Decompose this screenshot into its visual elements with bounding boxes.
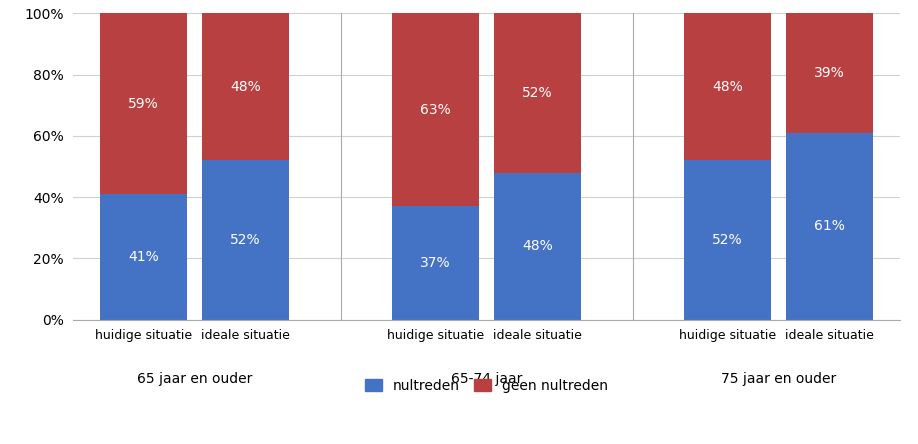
Bar <box>684 13 771 160</box>
Text: 39%: 39% <box>814 66 845 80</box>
Text: 48%: 48% <box>712 80 743 94</box>
Text: 52%: 52% <box>712 233 743 247</box>
Legend: nultreden, geen nultreden: nultreden, geen nultreden <box>360 373 613 399</box>
Bar <box>100 13 187 194</box>
Bar <box>392 13 479 206</box>
Text: 52%: 52% <box>230 233 261 247</box>
Bar <box>392 206 479 320</box>
Text: 63%: 63% <box>420 103 451 117</box>
Bar <box>202 160 289 320</box>
Bar <box>100 194 187 320</box>
Text: 48%: 48% <box>522 239 553 253</box>
Text: 65 jaar en ouder: 65 jaar en ouder <box>137 373 252 386</box>
Bar <box>786 13 873 133</box>
Text: 59%: 59% <box>129 97 159 111</box>
Bar <box>202 13 289 160</box>
Text: 37%: 37% <box>420 256 451 270</box>
Text: 48%: 48% <box>230 80 261 94</box>
Text: 41%: 41% <box>129 250 159 264</box>
Bar <box>786 133 873 320</box>
Text: 52%: 52% <box>522 86 553 100</box>
Bar <box>684 160 771 320</box>
Bar <box>494 173 581 320</box>
Text: 61%: 61% <box>814 219 845 233</box>
Text: 65-74 jaar: 65-74 jaar <box>451 373 522 386</box>
Bar <box>494 13 581 173</box>
Text: 75 jaar en ouder: 75 jaar en ouder <box>721 373 836 386</box>
